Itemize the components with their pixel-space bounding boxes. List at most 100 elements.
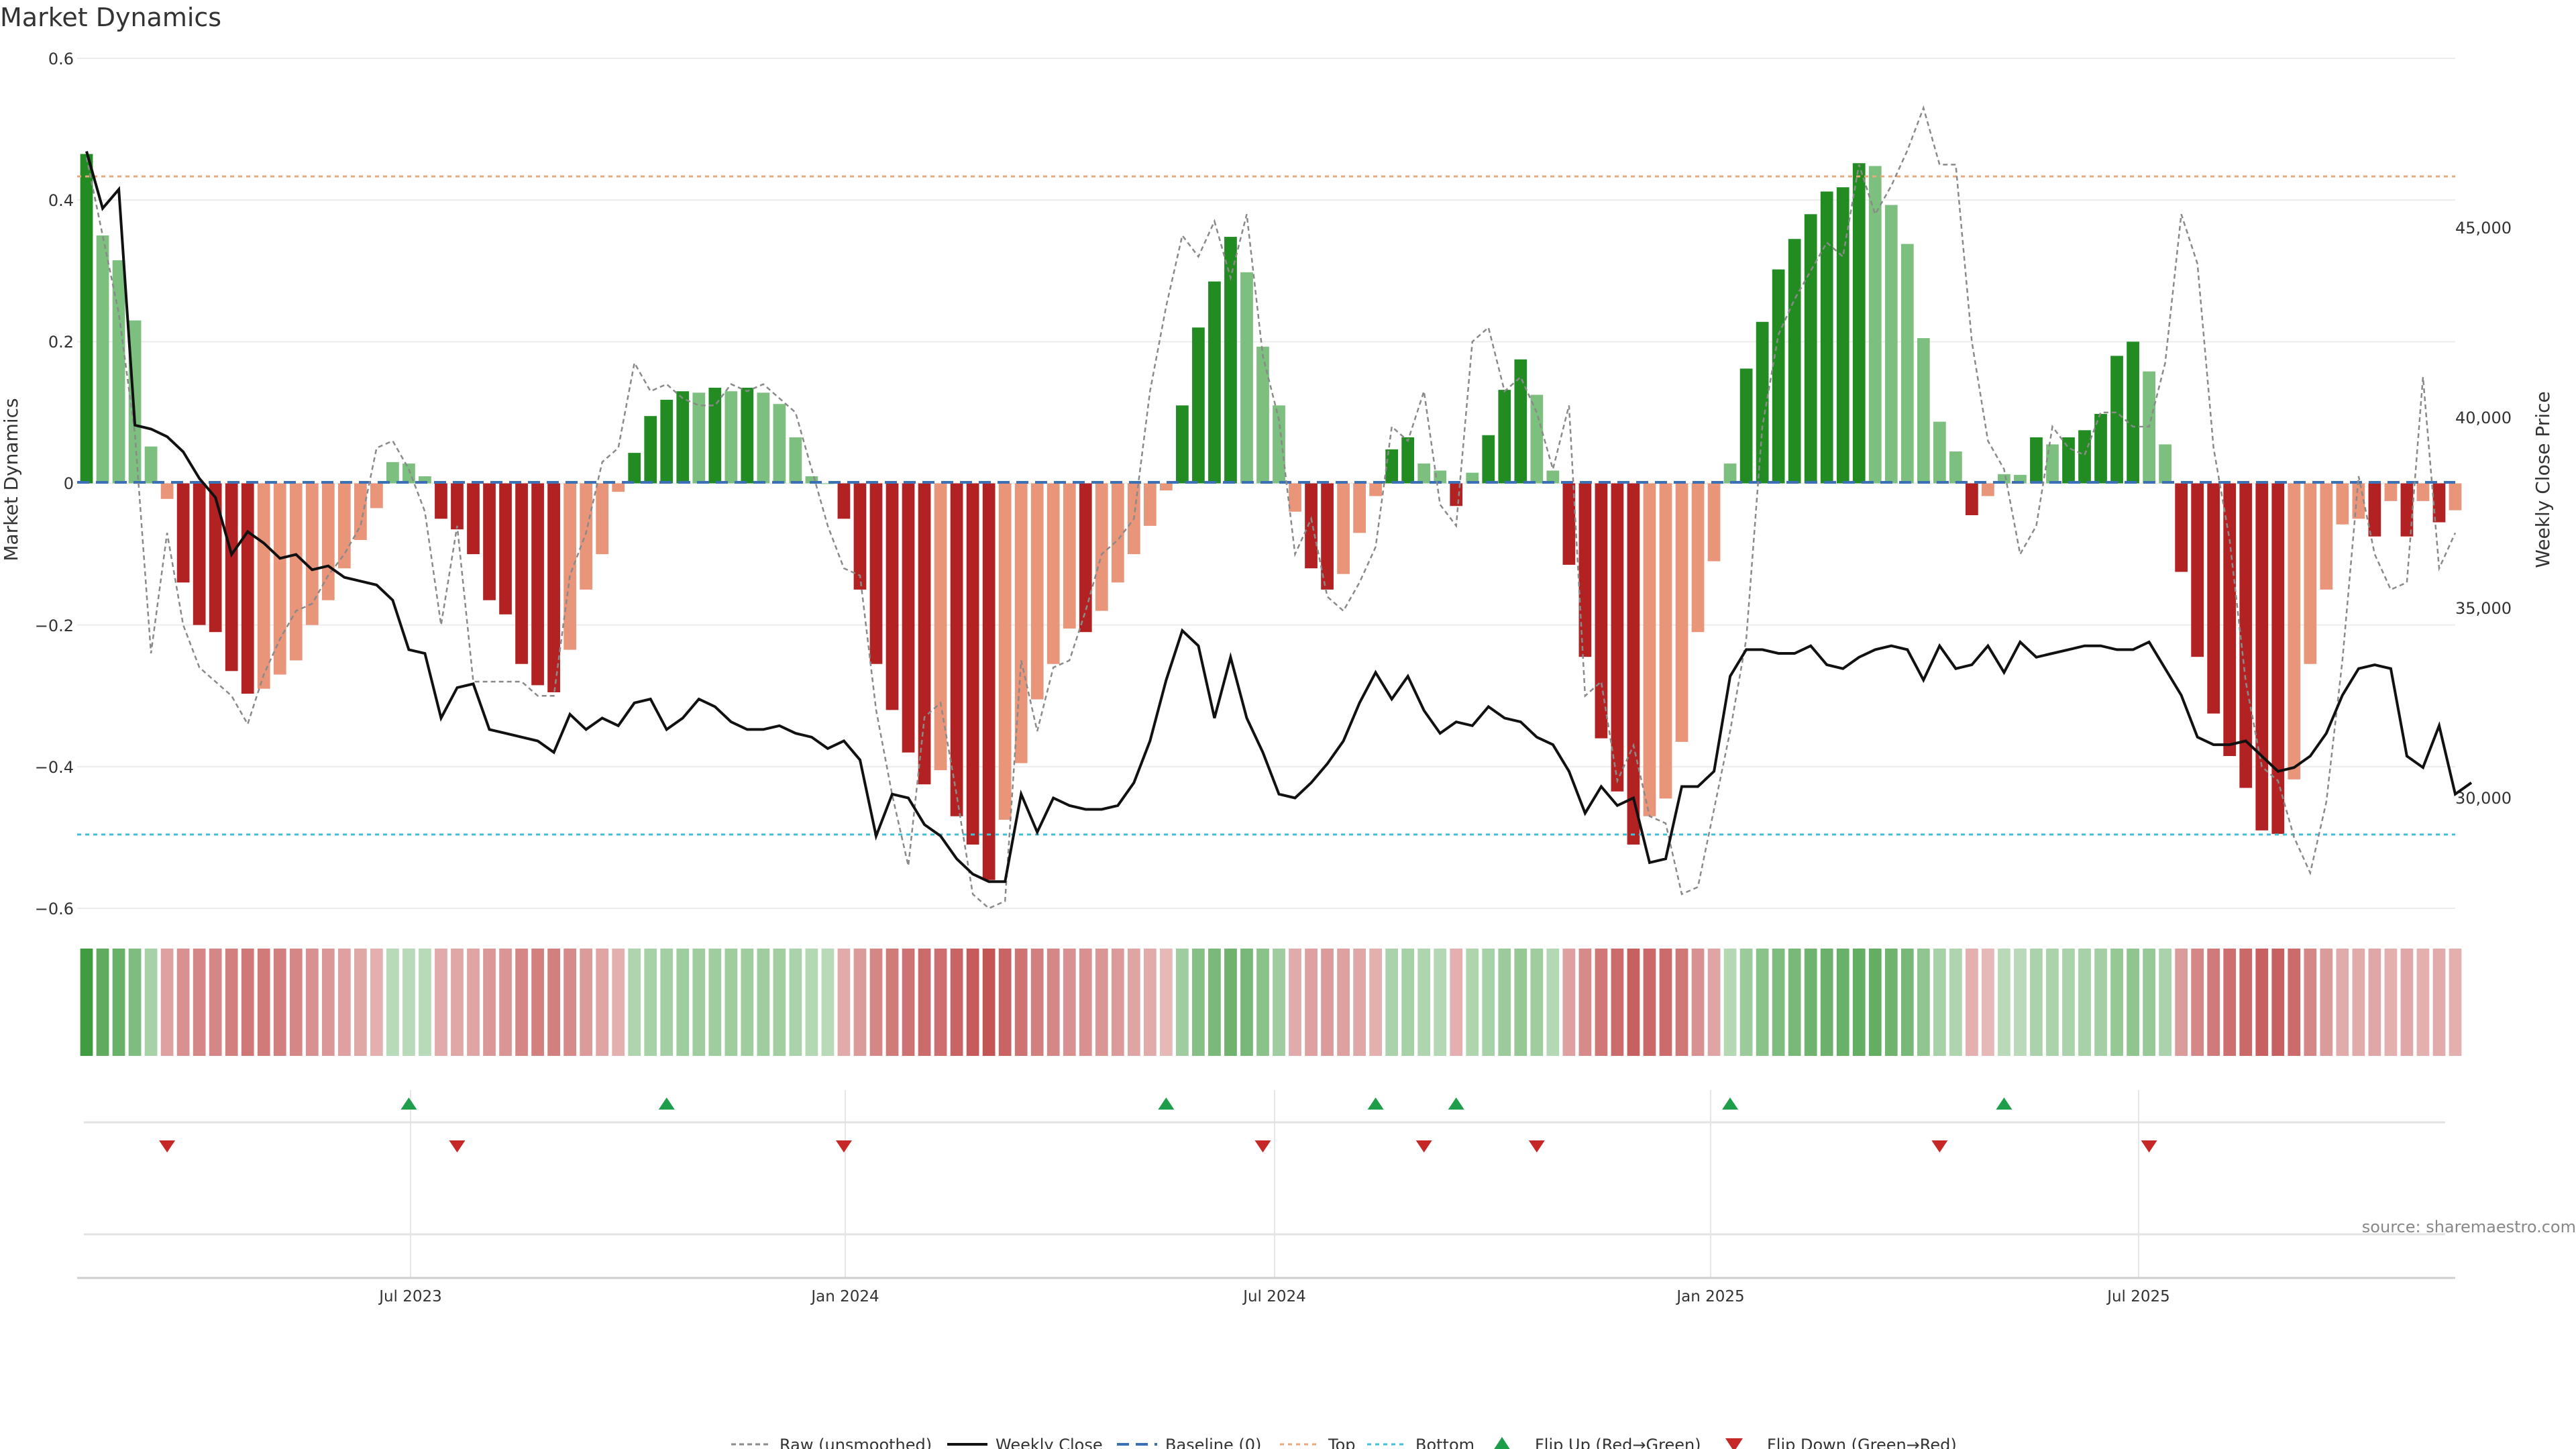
flip-up-marker xyxy=(1996,1097,2012,1110)
heat-cell xyxy=(144,949,158,1056)
bar xyxy=(1111,483,1124,583)
bar xyxy=(564,483,576,650)
y-tick-left: 0.2 xyxy=(48,333,74,352)
y-axis-left-label: Market Dynamics xyxy=(0,398,22,561)
heat-cell xyxy=(1707,949,1721,1056)
bar xyxy=(982,483,996,880)
bar xyxy=(1788,239,1801,484)
heat-cell xyxy=(483,949,496,1056)
heat-cell xyxy=(1998,949,2010,1056)
legend-close: Weekly Close xyxy=(996,1436,1103,1449)
bar xyxy=(934,483,947,771)
heat-cell xyxy=(1530,949,1544,1056)
heat-cell xyxy=(435,949,447,1056)
heat-cell xyxy=(2288,949,2301,1056)
bar xyxy=(531,483,544,686)
bar xyxy=(2416,483,2430,501)
bar xyxy=(1562,483,1576,565)
heat-cell xyxy=(2336,949,2349,1056)
heat-cell xyxy=(112,949,125,1056)
heat-cell xyxy=(2191,949,2204,1056)
flip-up-marker xyxy=(1158,1097,1175,1110)
heat-cell xyxy=(1949,949,1962,1056)
heat-cell xyxy=(289,949,303,1056)
bar xyxy=(257,483,270,689)
heat-cell xyxy=(2223,949,2237,1056)
heat-cell xyxy=(1353,949,1366,1056)
x-tick: Jan 2025 xyxy=(1675,1288,1744,1305)
bar xyxy=(483,483,496,600)
heat-cell xyxy=(1240,949,1253,1056)
heat-cell xyxy=(451,949,464,1056)
bar xyxy=(370,483,383,508)
heat-cell xyxy=(564,949,576,1056)
heat-cell xyxy=(2304,949,2317,1056)
bar xyxy=(1385,449,1399,484)
flip-up-marker xyxy=(1367,1097,1384,1110)
heat-cell xyxy=(1836,949,1849,1056)
bar xyxy=(1691,483,1705,633)
heat-cell xyxy=(337,949,351,1056)
heat-cell xyxy=(80,949,93,1056)
bar xyxy=(1498,390,1511,484)
bar xyxy=(1401,437,1415,484)
bar xyxy=(2239,483,2253,788)
bar xyxy=(547,483,560,692)
heat-cell xyxy=(918,949,931,1056)
bar xyxy=(1917,338,1930,484)
bar xyxy=(612,483,625,492)
heat-cell xyxy=(1273,949,1285,1056)
heat-cell xyxy=(580,949,593,1056)
heat-cell xyxy=(2271,949,2285,1056)
heat-cell xyxy=(1933,949,1946,1056)
bar xyxy=(467,483,480,555)
flip-down-marker xyxy=(1931,1140,1948,1152)
legend-flip-up-icon xyxy=(1494,1437,1510,1449)
heat-cell xyxy=(419,949,431,1056)
heat-cell xyxy=(902,949,915,1056)
legend-flip-down-icon xyxy=(1725,1438,1743,1449)
bar xyxy=(724,391,738,484)
bar xyxy=(2255,483,2269,830)
heat-cell xyxy=(2384,949,2398,1056)
heat-cell xyxy=(1095,949,1108,1056)
heat-cell xyxy=(1321,949,1334,1056)
bar xyxy=(1514,359,1527,484)
heat-cell xyxy=(547,949,560,1056)
heat-cell xyxy=(370,949,383,1056)
bar xyxy=(2288,483,2301,780)
bar xyxy=(1305,483,1318,569)
heat-cell xyxy=(2320,949,2333,1056)
bar xyxy=(2223,483,2237,756)
flip-up-marker xyxy=(658,1097,675,1110)
bar xyxy=(660,399,674,484)
heat-cell xyxy=(853,949,867,1056)
bar xyxy=(499,483,512,614)
bar xyxy=(1530,394,1544,484)
bar xyxy=(305,483,319,625)
bar xyxy=(1643,483,1656,816)
heat-cell xyxy=(2127,949,2139,1056)
bar xyxy=(2449,483,2462,511)
heat-cell xyxy=(1385,949,1399,1056)
heat-cell xyxy=(2030,949,2043,1056)
bar xyxy=(2384,483,2398,501)
bar xyxy=(1160,483,1173,491)
bar xyxy=(1611,483,1624,792)
bar xyxy=(386,462,399,484)
bar xyxy=(918,483,931,785)
heat-cell xyxy=(998,949,1012,1056)
bar xyxy=(1466,472,1479,484)
bar xyxy=(2094,414,2107,484)
heat-cell xyxy=(692,949,706,1056)
bar xyxy=(1820,191,1833,484)
bar xyxy=(419,476,431,484)
heat-cell xyxy=(241,949,254,1056)
bar xyxy=(1208,281,1221,484)
bar xyxy=(1450,483,1463,506)
bar xyxy=(950,483,963,816)
heat-cell xyxy=(1417,949,1431,1056)
heat-cell xyxy=(1337,949,1350,1056)
bar xyxy=(1739,368,1753,484)
flip-down-marker xyxy=(1528,1140,1545,1152)
